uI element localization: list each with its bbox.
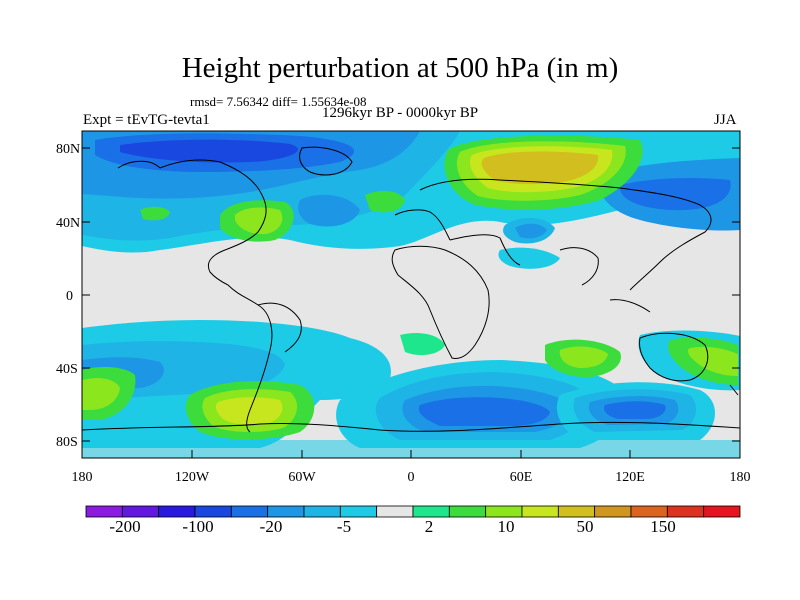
colorbar-label: -200 [109, 517, 140, 536]
lon-label-60e: 60E [510, 470, 533, 485]
coastlines [82, 146, 740, 433]
colorbar [85, 505, 741, 518]
contour-region [82, 440, 740, 458]
lat-label-80n: 80N [56, 142, 80, 157]
statistics-text: rmsd= 7.56342 diff= 1.55634e-08 [190, 94, 367, 109]
colorbar-swatch [557, 505, 596, 518]
lat-label-40s: 40S [56, 362, 78, 377]
colorbar-label: 150 [650, 517, 676, 536]
contour-region [559, 346, 608, 368]
colorbar-swatch [630, 505, 668, 518]
contour-region [400, 333, 445, 356]
colorbar-swatch [448, 505, 487, 518]
colorbar-swatch [303, 505, 341, 518]
contour-region [481, 151, 599, 185]
plot-title: Height perturbation at 500 hPa (in m) [181, 52, 619, 84]
contour-region [498, 247, 560, 269]
contour-region [235, 207, 283, 235]
experiment-label: Expt = tEvTG-tevta1 [83, 112, 210, 128]
colorbar-swatch [121, 505, 160, 518]
colorbar-swatch [158, 505, 196, 518]
lon-label-0: 0 [408, 470, 415, 485]
colorbar-swatch [85, 505, 123, 518]
colorbar-swatch [666, 505, 705, 518]
colorbar-swatch [194, 505, 232, 518]
lon-label-120e: 120E [615, 470, 645, 485]
colorbar-label: -20 [260, 517, 283, 536]
contour-region [120, 139, 298, 163]
colorbar-label: -5 [337, 517, 351, 536]
contour-region [604, 401, 666, 419]
colorbar-labels: -200 -100 -20 -5 2 10 50 150 [109, 517, 675, 536]
period-label: 1296kyr BP - 0000kyr BP [322, 105, 479, 121]
colorbar-swatch [412, 505, 450, 518]
contour-region [82, 378, 120, 410]
colorbar-label: -100 [182, 517, 213, 536]
contour-region [298, 194, 360, 227]
colorbar-label: 2 [425, 517, 434, 536]
map-ticks [82, 147, 740, 458]
contour-region [619, 177, 731, 211]
colorbar-label: 50 [577, 517, 594, 536]
colorbar-swatch [594, 505, 632, 518]
lon-label-120w: 120W [175, 470, 210, 485]
colorbar-swatch [339, 505, 378, 518]
contour-region [140, 206, 170, 221]
colorbar-swatch [376, 505, 414, 518]
colorbar-swatch [703, 505, 741, 518]
contour-region [515, 223, 547, 239]
lon-label-60w: 60W [288, 470, 316, 485]
lon-label-180e: 180 [730, 470, 751, 485]
colorbar-swatch [521, 505, 559, 518]
colorbar-swatch [230, 505, 269, 518]
season-label: JJA [714, 112, 737, 128]
contour-field [82, 131, 740, 458]
lat-label-0: 0 [66, 289, 73, 304]
colorbar-label: 10 [498, 517, 515, 536]
lat-label-80s: 80S [56, 435, 78, 450]
lat-label-40n: 40N [56, 216, 80, 231]
colorbar-swatch [485, 505, 523, 518]
contour-region [688, 346, 738, 376]
contour-region [418, 397, 550, 426]
colorbar-swatch [267, 505, 305, 518]
lon-label-180w: 180 [72, 470, 93, 485]
contour-region [365, 190, 405, 213]
